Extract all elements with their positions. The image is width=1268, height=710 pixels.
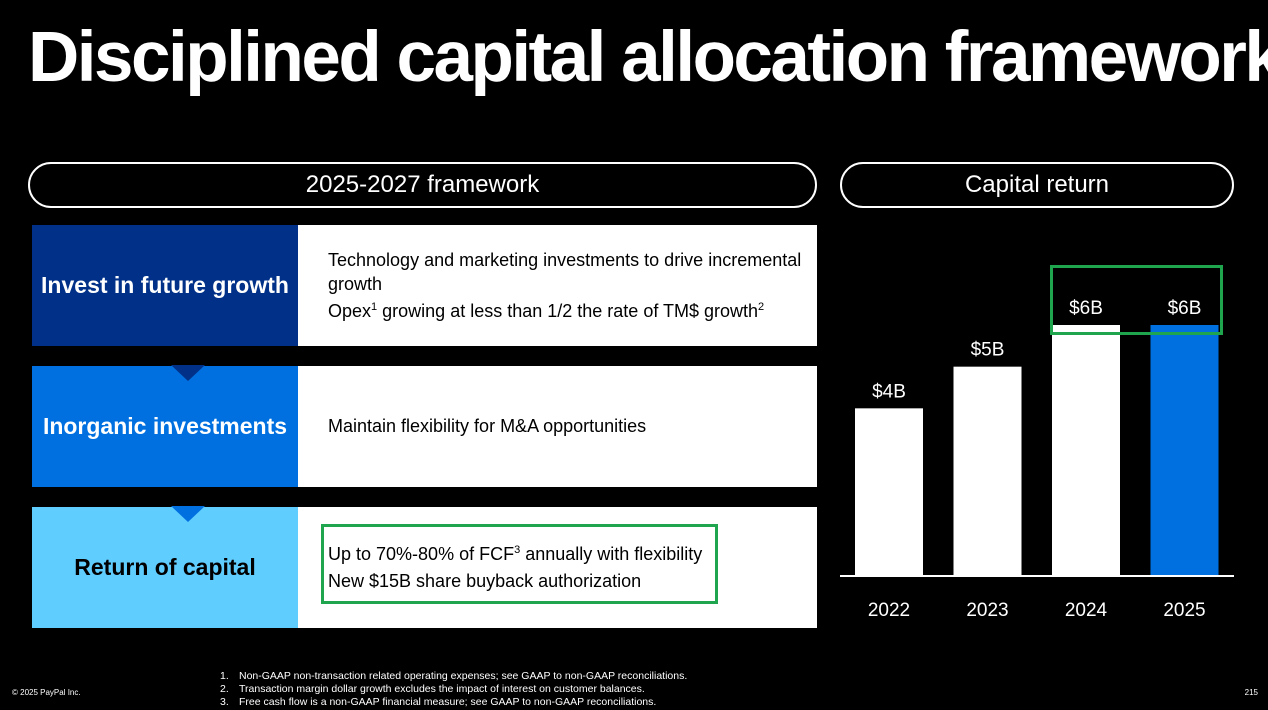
chart-highlight-box (1050, 265, 1223, 335)
row-line: Opex1 growing at less than 1/2 the rate … (328, 300, 765, 321)
row-line: New $15B share buyback authorization (328, 570, 642, 591)
footnote: 2. Transaction margin dollar growth exclu… (220, 683, 645, 696)
bar-2023 (953, 366, 1022, 575)
row-category: Invest in future growth (32, 225, 298, 346)
page-title: Disciplined capital allocation framework (28, 18, 1268, 97)
copyright: © 2025 PayPal Inc. (12, 688, 81, 697)
down-arrow-icon (171, 365, 205, 381)
page-number: 215 (1244, 688, 1258, 697)
return-highlight-box (321, 524, 718, 604)
data-label: $4B (872, 381, 906, 402)
row-line: Technology and marketing investments to … (328, 250, 802, 295)
framework-row-invest: Invest in future growth Technology and m… (32, 225, 817, 346)
bar-2025 (1150, 325, 1219, 575)
bar-2024 (1052, 325, 1120, 575)
capital-return-chart: $4B 2022 $5B 2023 $6B 2024 $6B 2025 (840, 298, 1234, 621)
row-description: Maintain flexibility for M&A opportuniti… (298, 366, 817, 487)
row-line: Maintain flexibility for M&A opportuniti… (328, 416, 647, 437)
data-label: $6B (1069, 298, 1103, 319)
bar-2022 (855, 408, 923, 575)
framework-header: 2025-2027 framework (28, 162, 817, 208)
row-description: Up to 70%-80% of FCF3 annually with flex… (298, 507, 817, 628)
footnote: 1. Non-GAAP non-transaction related opera… (220, 670, 688, 682)
down-arrow-icon (171, 506, 205, 522)
row-category: Return of capital (32, 507, 298, 628)
framework-row-inorganic: Inorganic investments Maintain flexibili… (32, 365, 817, 487)
x-tick-label: 2024 (1065, 600, 1108, 621)
x-tick-label: 2023 (966, 600, 1008, 621)
framework-row-return: Return of capital Up to 70%-80% of FCF3 … (32, 506, 817, 628)
data-label: $6B (1168, 298, 1202, 319)
x-tick-label: 2022 (868, 600, 910, 621)
x-tick-label: 2025 (1163, 600, 1205, 621)
row-category: Inorganic investments (32, 366, 298, 487)
data-label: $5B (971, 340, 1005, 361)
footnotes: 1. Non-GAAP non-transaction related opera… (220, 670, 687, 709)
capital-return-header: Capital return (840, 162, 1234, 208)
footnote: 3. Free cash flow is a non-GAAP financial… (220, 696, 657, 709)
row-description: Technology and marketing investments to … (298, 225, 817, 346)
row-line: Up to 70%-80% of FCF3 annually with flex… (328, 544, 703, 565)
